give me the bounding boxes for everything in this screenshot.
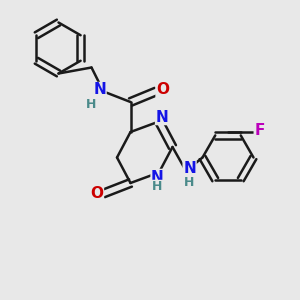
Text: H: H bbox=[86, 98, 96, 111]
Text: H: H bbox=[184, 176, 194, 189]
Text: O: O bbox=[156, 82, 169, 98]
Text: N: N bbox=[183, 161, 196, 176]
Text: N: N bbox=[151, 169, 164, 184]
Text: N: N bbox=[156, 110, 168, 124]
Text: F: F bbox=[254, 123, 265, 138]
Text: O: O bbox=[90, 186, 104, 201]
Text: N: N bbox=[93, 82, 106, 98]
Text: H: H bbox=[152, 180, 163, 194]
